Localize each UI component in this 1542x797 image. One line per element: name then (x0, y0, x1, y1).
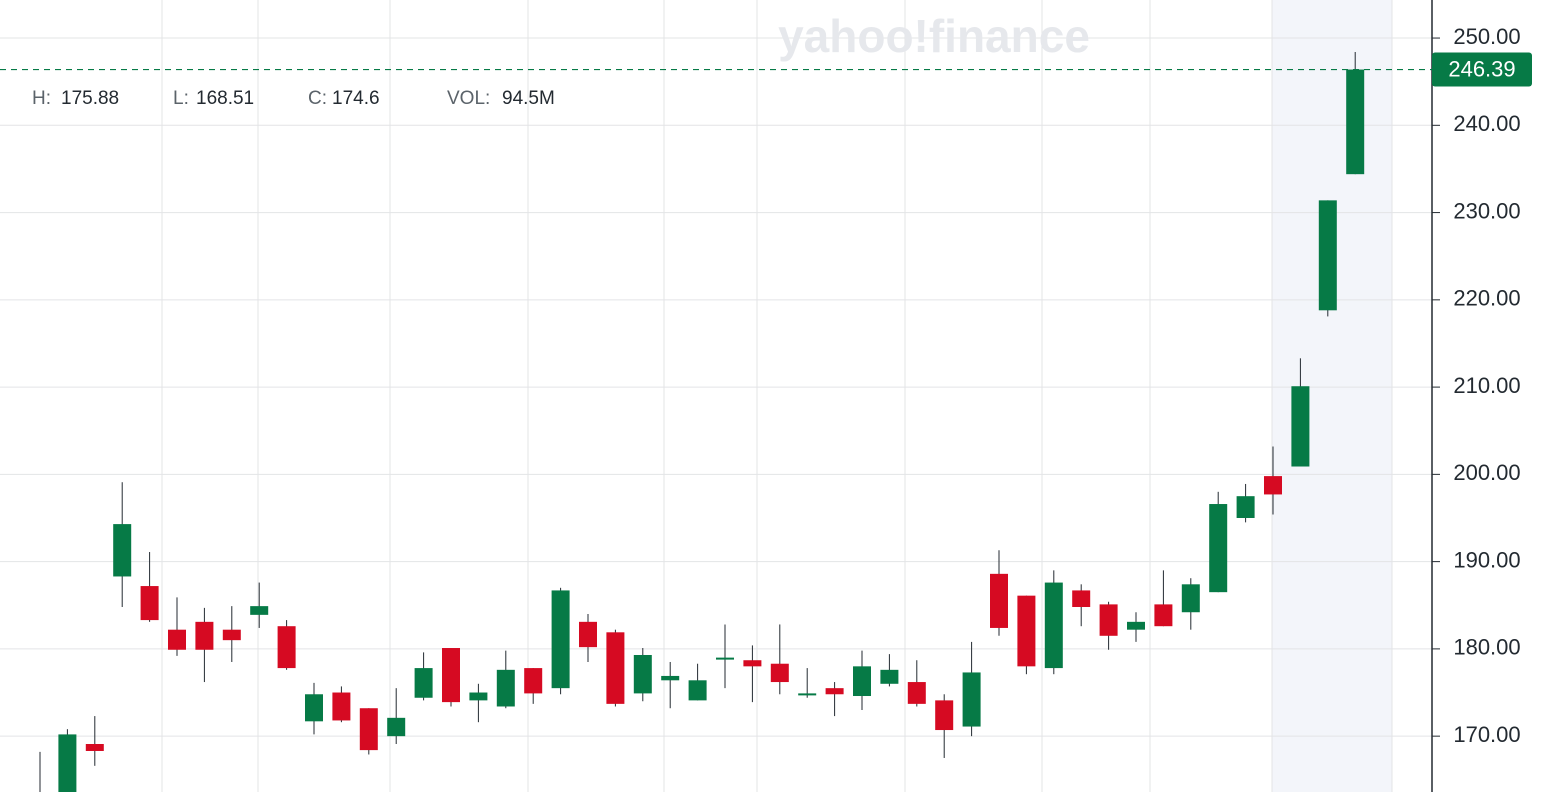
y-tick-label: 180.00 (1453, 635, 1520, 660)
candle-body (1264, 476, 1282, 495)
candle-body (1291, 386, 1310, 467)
y-tick-label: 230.00 (1453, 198, 1520, 223)
candle-body (825, 688, 844, 695)
candle-body (195, 621, 214, 650)
candle-body (935, 700, 954, 731)
candle-body (1346, 69, 1365, 175)
info-label: C: (308, 88, 327, 109)
info-label: H: (32, 88, 51, 109)
candle-body (880, 669, 899, 684)
candle-body (496, 669, 515, 707)
candle-body (579, 621, 597, 648)
candle-body (990, 573, 1008, 628)
y-tick-label: 170.00 (1453, 722, 1520, 747)
candle-body (962, 672, 981, 727)
candle-body (469, 692, 488, 701)
candle-body (250, 606, 269, 615)
candle-body (1017, 595, 1036, 667)
candle-body (1072, 590, 1091, 608)
candle-body (277, 626, 296, 669)
y-tick-label: 240.00 (1453, 111, 1520, 136)
candle-body (551, 590, 570, 689)
candles (39, 52, 1365, 792)
candle-body (222, 629, 241, 641)
candle-body (414, 668, 433, 698)
candle-body (85, 744, 104, 751)
candle-body (1099, 604, 1118, 636)
y-tick-label: 210.00 (1453, 373, 1520, 398)
last-price-label: 246.39 (1448, 56, 1515, 81)
candle-body (387, 717, 406, 737)
y-tick-label: 220.00 (1453, 286, 1520, 311)
info-value: 174.6 (332, 88, 380, 109)
date-grid (161, 0, 1393, 792)
last-price-tag (1432, 52, 1532, 87)
candle-body (716, 657, 734, 660)
candle-body (1209, 504, 1228, 593)
candle-body (140, 586, 159, 621)
info-value: 94.5M (502, 88, 555, 109)
candle-body (1044, 582, 1063, 669)
candle-body (688, 680, 707, 701)
candle-body (633, 654, 652, 694)
candle-body (524, 668, 543, 694)
info-label: VOL: (447, 88, 490, 109)
candle-body (442, 648, 460, 703)
candle-body (853, 666, 871, 697)
candle-body (606, 632, 625, 704)
y-tick-label: 190.00 (1453, 547, 1520, 572)
candle-body (168, 629, 186, 650)
candle-body (1181, 584, 1200, 613)
candle-body (743, 660, 762, 667)
candle-body (770, 663, 789, 683)
candle-body (1236, 496, 1255, 518)
candle-body (1127, 621, 1145, 630)
candle-body (113, 524, 132, 577)
candle-body (332, 692, 351, 721)
candle-body (661, 675, 680, 681)
ohlc-info: H: 175.88 L: 168.51 C: 174.6 VOL: 94.5M (32, 88, 555, 109)
info-label: L: (173, 88, 189, 109)
candle-body (58, 734, 77, 792)
candle-body (305, 694, 323, 722)
candle-body (1318, 200, 1337, 311)
info-value: 168.51 (196, 88, 254, 109)
y-tick-label: 200.00 (1453, 460, 1520, 485)
candle-body (359, 708, 378, 751)
candle-body (798, 693, 817, 696)
watermark: yahoo!finance (778, 10, 1090, 62)
highlight-band (1272, 0, 1392, 792)
candle-body (1154, 604, 1173, 627)
info-value: 175.88 (61, 88, 119, 109)
y-ticks: 170.00 180.00 190.00 200.00 210.00 220.00 230.… (1432, 24, 1521, 747)
y-tick-label: 250.00 (1453, 24, 1520, 49)
candle-body (907, 682, 926, 704)
grid (0, 37, 1432, 737)
